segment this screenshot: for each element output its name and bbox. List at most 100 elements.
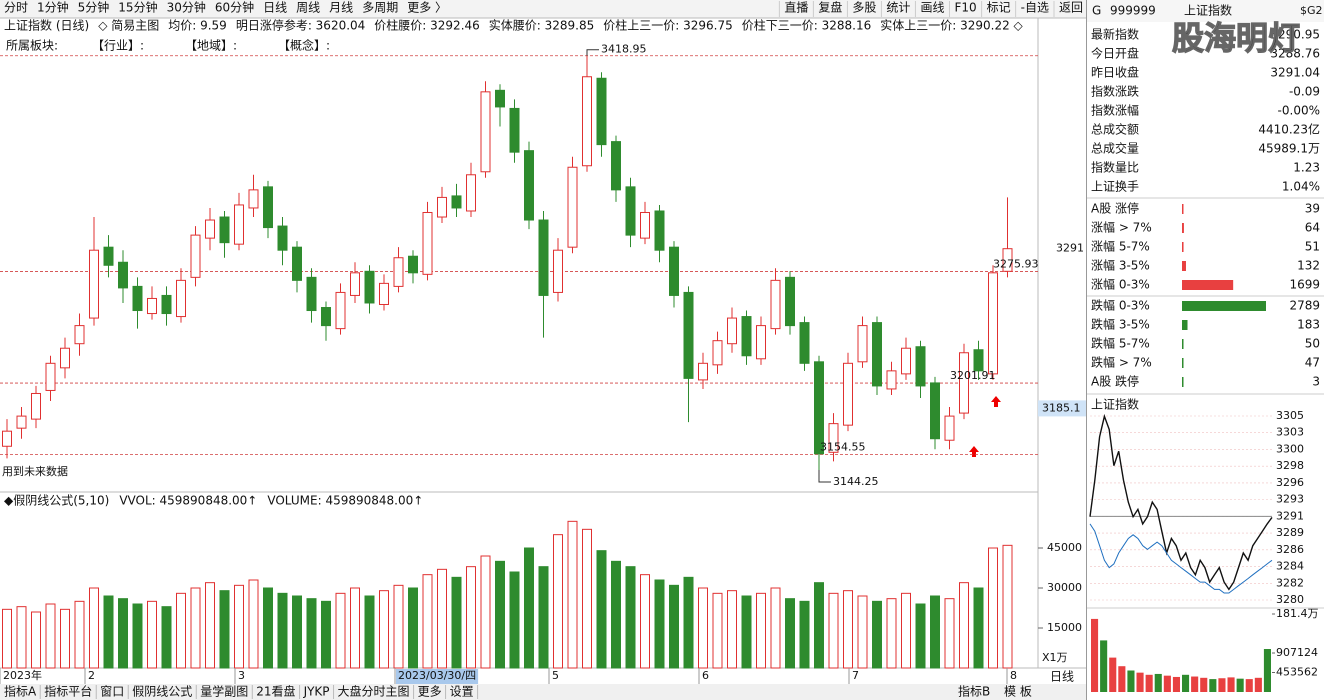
volume-bar: [814, 582, 824, 669]
toolbar-item[interactable]: 统计: [886, 1, 910, 15]
candle-body: [785, 276, 795, 327]
stat-value: 1.04%: [1282, 180, 1320, 194]
x-axis-label: 2023/03/30/四: [398, 669, 476, 682]
volume-bar: [2, 608, 12, 669]
price-line-label: 3154.55: [820, 440, 866, 453]
toolbar-item[interactable]: F10: [954, 1, 976, 15]
toolbar-item[interactable]: 15分钟: [118, 0, 157, 15]
candle-body: [930, 382, 940, 440]
candle-body: [567, 166, 578, 248]
tab[interactable]: 21看盘: [256, 684, 295, 699]
tab[interactable]: 大盘分时主图: [338, 684, 410, 699]
x-axis-label: 2: [88, 669, 95, 682]
breadth-bar: [1182, 339, 1184, 349]
mini-tick-label: 3293: [1276, 493, 1304, 506]
candle-body: [147, 297, 157, 315]
candle-body: [393, 257, 404, 287]
volume-header: ◆假阴线公式(5,10): [4, 494, 109, 508]
volume-bar: [219, 590, 230, 669]
candle-body: [89, 249, 99, 319]
candle-body: [712, 340, 723, 366]
volume-bar: [915, 603, 926, 669]
toolbar-item[interactable]: 返回: [1059, 1, 1083, 15]
breadth-value: 64: [1305, 221, 1320, 235]
candle-body: [973, 349, 984, 372]
toolbar-item[interactable]: 周线: [296, 1, 320, 15]
code: 999999: [1110, 4, 1156, 18]
volume-bar: [727, 590, 737, 669]
volume-bar: [741, 595, 752, 669]
candle-body: [843, 362, 853, 426]
toolbar-item[interactable]: 60分钟: [215, 0, 254, 15]
tab[interactable]: 模 板: [1004, 685, 1032, 699]
tab[interactable]: 量学副图: [200, 684, 248, 699]
volume-bar: [60, 608, 70, 669]
breadth-value: 2789: [1289, 299, 1320, 313]
stat-label: 总成交额: [1091, 122, 1139, 137]
mini-line-price: [1089, 413, 1273, 591]
toolbar-item[interactable]: 画线: [920, 1, 944, 15]
volume-bar: [74, 600, 85, 669]
volume-bar: [698, 587, 708, 669]
toolbar-item[interactable]: 分时: [4, 1, 28, 15]
toolbar-item[interactable]: 月线: [329, 1, 353, 15]
tab[interactable]: 指标A: [4, 684, 37, 699]
volume-header: VVOL: 459890848.00↑: [119, 494, 257, 508]
info-item: 价柱上三一价: 3296.75: [603, 18, 732, 33]
toolbar-item[interactable]: 5分钟: [78, 0, 110, 15]
volume-bar: [596, 550, 607, 669]
mini-vol-bar: [1136, 672, 1144, 692]
breadth-bar: [1182, 242, 1184, 252]
tab[interactable]: 指标平台: [44, 684, 92, 699]
candle-body: [553, 249, 563, 293]
x-axis-label: 2023年: [3, 668, 42, 682]
toolbar-bg: [0, 0, 1324, 18]
toolbar-item[interactable]: 更多 〉: [407, 1, 447, 15]
toolbar-item[interactable]: 多周期: [362, 1, 398, 15]
candle-body: [901, 347, 911, 375]
candle-body: [988, 272, 998, 375]
mini-vol-bar: [1191, 676, 1199, 692]
candle-body: [408, 255, 418, 274]
tab[interactable]: JYKP: [303, 685, 330, 699]
volume-bar: [770, 587, 781, 669]
tab[interactable]: 设置: [450, 685, 474, 699]
toolbar-item[interactable]: 直播: [784, 1, 808, 15]
candle-body: [741, 316, 752, 357]
period-tab[interactable]: 日线: [1050, 670, 1074, 684]
candle-body: [872, 322, 882, 387]
candle-body: [886, 370, 897, 390]
mini-vol-bar: [1127, 670, 1135, 692]
tab[interactable]: 更多: [418, 685, 442, 699]
breadth-value: 1699: [1289, 278, 1320, 292]
toolbar-item[interactable]: 日线: [263, 1, 287, 15]
tab[interactable]: 假阴线公式: [132, 685, 192, 699]
breadth-label: 跌幅 > 7%: [1091, 355, 1152, 370]
mini-tick-label: 3289: [1276, 526, 1304, 539]
volume-bar: [683, 576, 694, 669]
sector-label: 所属板块:: [6, 39, 58, 53]
toolbar-item[interactable]: -自选: [1021, 1, 1049, 15]
mini-tick-label: 3305: [1276, 409, 1304, 422]
tab[interactable]: 指标B: [958, 684, 990, 699]
volume-bar: [45, 603, 56, 669]
volume-bar: [205, 582, 215, 669]
candle-body: [132, 285, 143, 312]
toolbar-item[interactable]: 1分钟: [37, 0, 69, 15]
candle-body: [248, 189, 259, 209]
candle-body: [277, 225, 288, 251]
candle-body: [60, 347, 70, 369]
candle-body: [727, 317, 737, 345]
candle-body: [959, 352, 969, 414]
candle-body: [495, 89, 505, 108]
toolbar-item[interactable]: 30分钟: [167, 0, 206, 15]
candle-body: [306, 276, 317, 312]
tab[interactable]: 窗口: [100, 685, 124, 699]
candle-body: [698, 362, 708, 381]
breadth-bar: [1182, 301, 1266, 311]
x-axis-label: 3: [238, 669, 245, 682]
breadth-label: 跌幅 0-3%: [1091, 298, 1150, 313]
toolbar-item[interactable]: 多股: [852, 1, 876, 15]
toolbar-item[interactable]: 复盘: [818, 0, 842, 15]
toolbar-item[interactable]: 标记: [987, 1, 1011, 15]
